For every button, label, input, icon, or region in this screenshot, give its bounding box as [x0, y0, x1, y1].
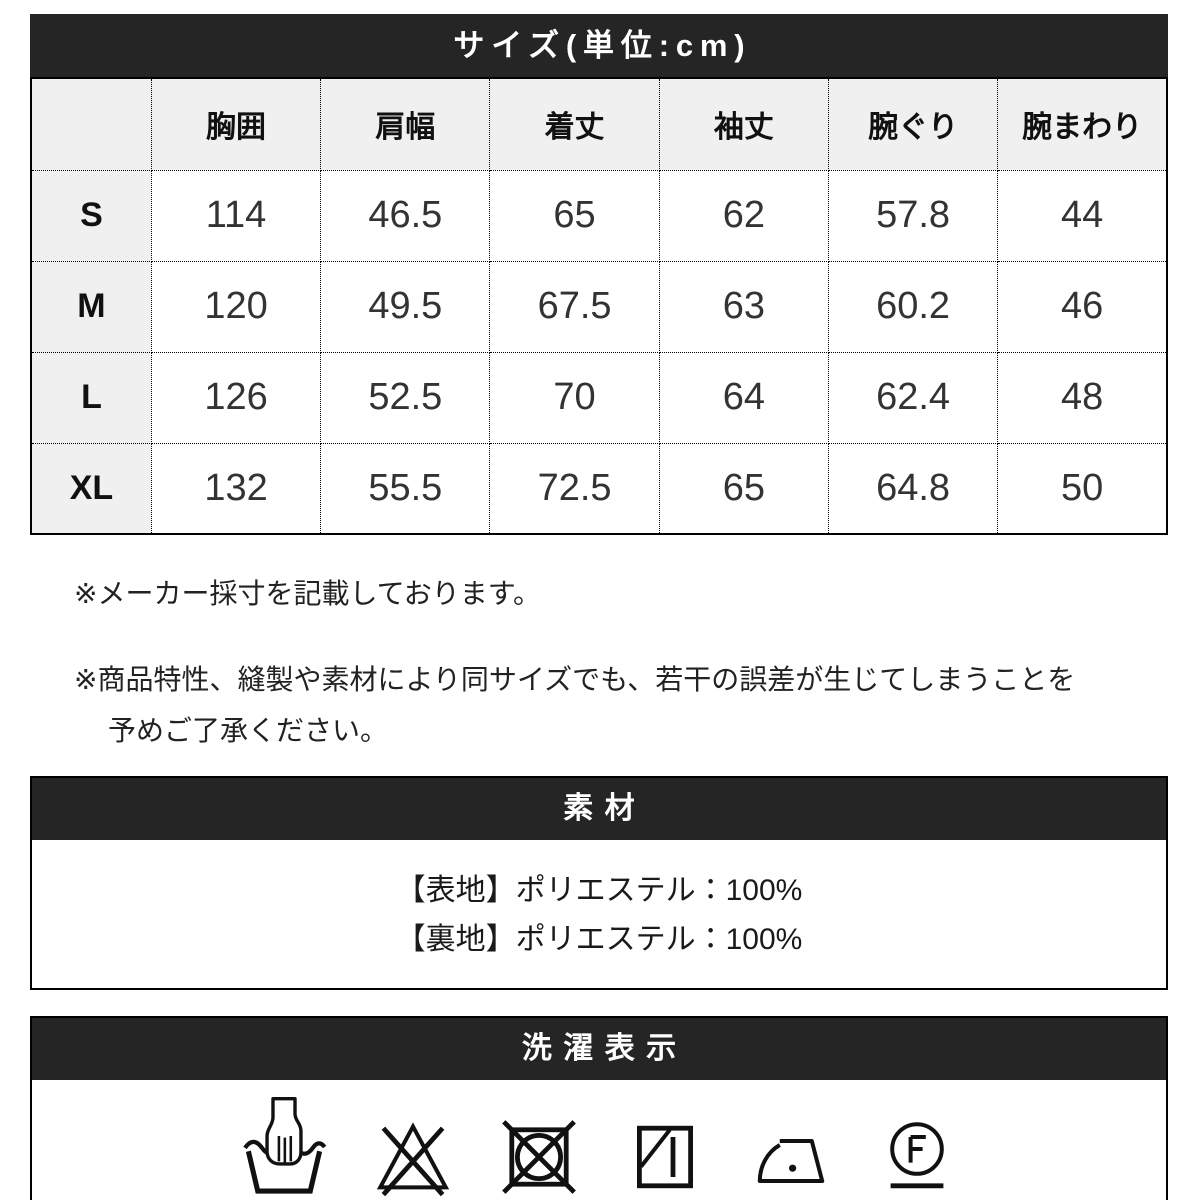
measurement-cell: 64.8: [827, 442, 999, 535]
table-row-l: L 126 52.5 70 64 62.4 48: [30, 351, 1168, 444]
measurement-cell: 62: [658, 169, 829, 262]
material-title: 素材: [563, 792, 647, 825]
measurement-cell: 52.5: [320, 351, 491, 444]
measurement-cell: 60.2: [827, 260, 999, 353]
measurement-cell: 46.5: [320, 169, 491, 262]
table-row-s: S 114 46.5 65 62 57.8 44: [30, 169, 1168, 262]
table-row-xl: XL 132 55.5 72.5 65 64.8 50: [30, 442, 1168, 535]
column-header-sleeve: 袖丈: [658, 77, 829, 171]
hang-dry-in-shade-icon: [637, 1125, 693, 1189]
size-label-cell: S: [30, 169, 152, 262]
measurement-cell: 64: [658, 351, 829, 444]
dry-clean-petroleum-gentle-icon: [890, 1122, 944, 1189]
note-line: 予めご了承ください。: [108, 715, 389, 746]
measurement-cell: 65: [489, 169, 660, 262]
table-row-m: M 120 49.5 67.5 63 60.2 46: [30, 260, 1168, 353]
measurement-cell: 49.5: [320, 260, 491, 353]
measurement-cell: 63: [658, 260, 829, 353]
laundry-icons-row: [32, 1080, 1166, 1200]
column-header-arm-circumference: 腕まわり: [997, 77, 1168, 171]
material-line-lining: 【裏地】ポリエステル：100%: [395, 923, 803, 956]
size-section-title-bar: サイズ(単位:cm): [30, 14, 1168, 77]
size-label-cell: M: [30, 260, 152, 353]
measurement-cell: 44: [997, 169, 1168, 262]
laundry-section: 洗濯表示: [30, 1016, 1168, 1200]
measurement-cell: 72.5: [489, 442, 660, 535]
measurement-cell: 114: [150, 169, 322, 262]
measurement-cell: 46: [997, 260, 1168, 353]
measurement-cell: 50: [997, 442, 1168, 535]
measurement-cell: 62.4: [827, 351, 999, 444]
column-header-chest: 胸囲: [150, 77, 322, 171]
iron-low-temp-icon: [757, 1139, 825, 1183]
laundry-title: 洗濯表示: [521, 1032, 688, 1065]
measurement-cell: 70: [489, 351, 660, 444]
do-not-tumble-dry-icon: [502, 1120, 576, 1194]
size-section-title: サイズ(単位:cm): [453, 28, 752, 63]
hand-wash-icon: [243, 1097, 327, 1194]
material-section: 素材 【表地】ポリエステル：100% 【裏地】ポリエステル：100%: [30, 776, 1168, 990]
note-line: ※商品特性、縫製や素材により同サイズでも、若干の誤差が生じてしまうことを: [74, 664, 1076, 695]
size-table: 胸囲 肩幅 着丈 袖丈 腕ぐり 腕まわり S 114 46.5 65 62 57…: [30, 77, 1168, 535]
measurement-cell: 48: [997, 351, 1168, 444]
laundry-title-bar: 洗濯表示: [32, 1018, 1166, 1080]
size-label-cell: XL: [30, 442, 152, 535]
notes-block: ※メーカー採寸を記載しております。 ※商品特性、縫製や素材により同サイズでも、若…: [74, 575, 1168, 750]
do-not-bleach-icon: [376, 1122, 450, 1197]
column-header-shoulder: 肩幅: [320, 77, 491, 171]
column-header-armhole: 腕ぐり: [827, 77, 999, 171]
material-title-bar: 素材: [32, 778, 1166, 840]
measurement-cell: 120: [150, 260, 322, 353]
measurement-cell: 65: [658, 442, 829, 535]
measurement-cell: 57.8: [827, 169, 999, 262]
column-header-length: 着丈: [489, 77, 660, 171]
corner-cell: [30, 77, 152, 171]
measurement-cell: 55.5: [320, 442, 491, 535]
size-table-header-row: 胸囲 肩幅 着丈 袖丈 腕ぐり 腕まわり: [30, 77, 1168, 171]
measurement-cell: 67.5: [489, 260, 660, 353]
material-line-outer: 【表地】ポリエステル：100%: [395, 874, 803, 907]
measurement-cell: 132: [150, 442, 322, 535]
note-line: ※メーカー採寸を記載しております。: [74, 578, 541, 609]
measurement-cell: 126: [150, 351, 322, 444]
size-label-cell: L: [30, 351, 152, 444]
material-body: 【表地】ポリエステル：100% 【裏地】ポリエステル：100%: [32, 840, 1166, 988]
